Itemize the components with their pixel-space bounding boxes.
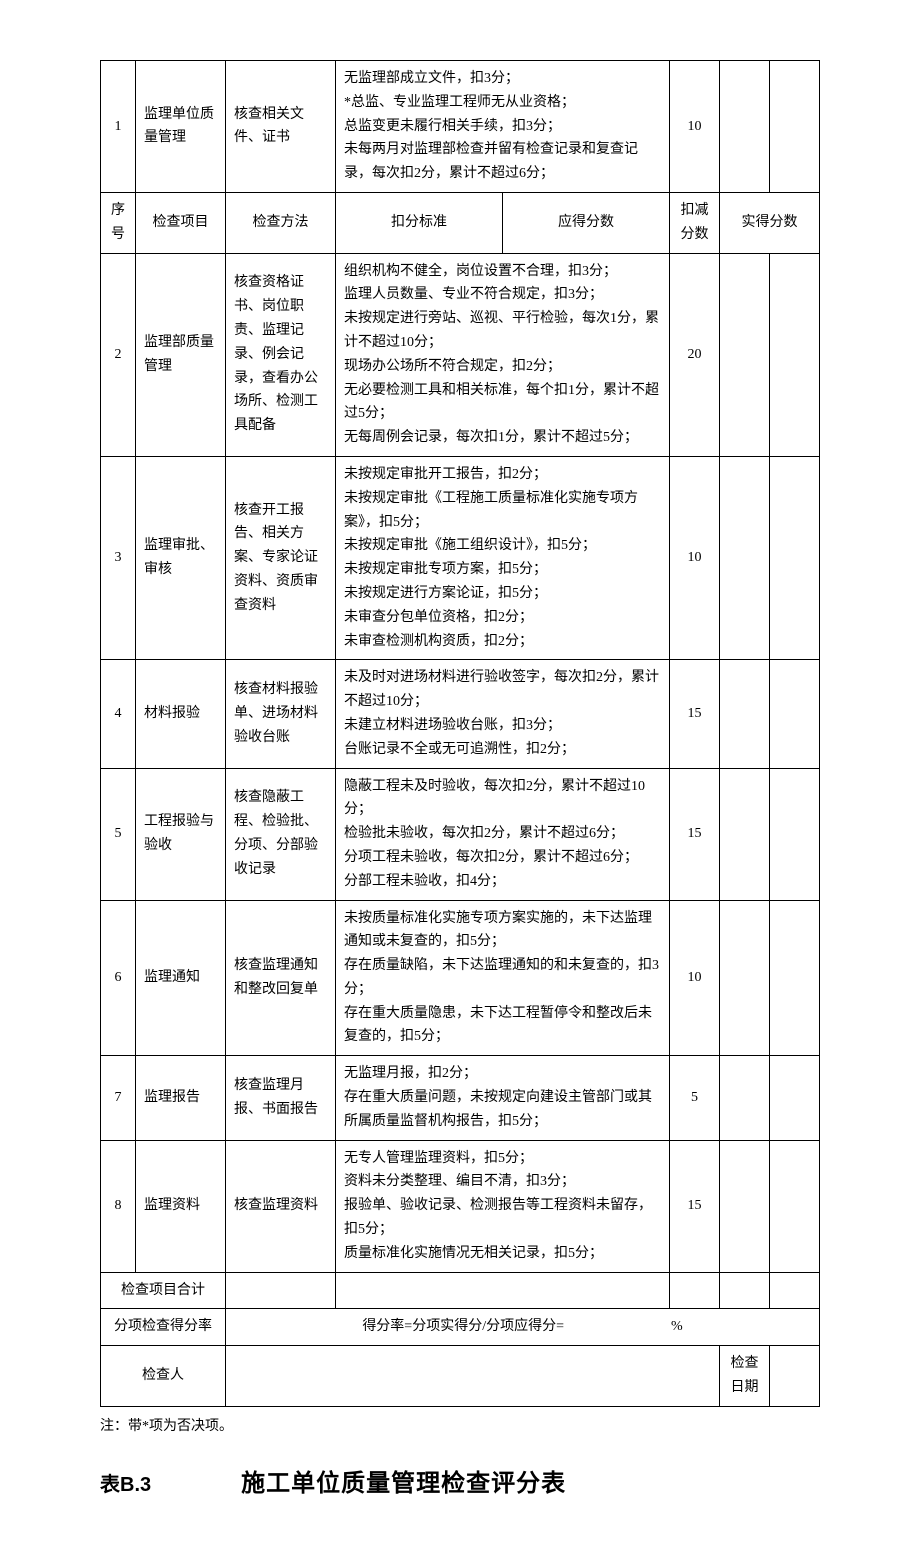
total-empty <box>336 1272 670 1309</box>
cell-score: 10 <box>670 456 720 659</box>
cell-standard: 无监理部成立文件，扣3分； *总监、专业监理工程师无从业资格； 总监变更未履行相… <box>336 61 670 193</box>
table-row: 5 工程报验与验收 核查隐蔽工程、检验批、分项、分部验收记录 隐蔽工程未及时验收… <box>101 768 820 900</box>
cell-item: 材料报验 <box>136 660 226 768</box>
next-table-title: 施工单位质量管理检查评分表 <box>241 1463 566 1498</box>
cell-seq: 1 <box>101 61 136 193</box>
cell-seq: 3 <box>101 456 136 659</box>
cell-method: 核查隐蔽工程、检验批、分项、分部验收记录 <box>226 768 336 900</box>
cell-seq: 2 <box>101 253 136 456</box>
date-label: 检查日期 <box>720 1346 770 1407</box>
cell-item: 监理单位质量管理 <box>136 61 226 193</box>
total-empty <box>226 1272 336 1309</box>
cell-item: 监理资料 <box>136 1140 226 1272</box>
cell-actual <box>770 768 820 900</box>
header-should-score: 应得分数 <box>503 192 670 253</box>
cell-actual <box>770 1140 820 1272</box>
rate-unit: % <box>671 1319 683 1334</box>
cell-seq: 8 <box>101 1140 136 1272</box>
next-table-heading: 表B.3 施工单位质量管理检查评分表 <box>100 1463 820 1498</box>
cell-actual <box>770 1056 820 1140</box>
cell-score: 15 <box>670 1140 720 1272</box>
cell-item: 监理报告 <box>136 1056 226 1140</box>
header-method: 检查方法 <box>226 192 336 253</box>
cell-method: 核查监理通知和整改回复单 <box>226 900 336 1056</box>
cell-item: 监理部质量管理 <box>136 253 226 456</box>
total-row: 检查项目合计 <box>101 1272 820 1309</box>
inspector-row: 检查人 检查日期 <box>101 1346 820 1407</box>
total-label: 检查项目合计 <box>101 1272 226 1309</box>
table-row: 7 监理报告 核查监理月报、书面报告 无监理月报，扣2分； 存在重大质量问题，未… <box>101 1056 820 1140</box>
table-row: 1 监理单位质量管理 核查相关文件、证书 无监理部成立文件，扣3分； *总监、专… <box>101 61 820 193</box>
total-empty <box>670 1272 720 1309</box>
header-item: 检查项目 <box>136 192 226 253</box>
cell-deduct <box>720 253 770 456</box>
inspector-value <box>226 1346 720 1407</box>
total-empty <box>770 1272 820 1309</box>
cell-standard: 组织机构不健全，岗位设置不合理，扣3分； 监理人员数量、专业不符合规定，扣3分；… <box>336 253 670 456</box>
cell-method: 核查材料报验单、进场材料验收台账 <box>226 660 336 768</box>
cell-seq: 7 <box>101 1056 136 1140</box>
cell-item: 工程报验与验收 <box>136 768 226 900</box>
rate-formula: 得分率=分项实得分/分项应得分= <box>362 1319 564 1334</box>
footnote: 注：带*项为否决项。 <box>100 1415 820 1435</box>
inspection-score-table: 1 监理单位质量管理 核查相关文件、证书 无监理部成立文件，扣3分； *总监、专… <box>100 60 820 1407</box>
cell-deduct <box>720 456 770 659</box>
cell-method: 核查相关文件、证书 <box>226 61 336 193</box>
header-standard: 扣分标准 <box>336 192 503 253</box>
cell-standard: 未及时对进场材料进行验收签字，每次扣2分，累计不超过10分； 未建立材料进场验收… <box>336 660 670 768</box>
next-table-number: 表B.3 <box>100 1468 151 1497</box>
cell-actual <box>770 253 820 456</box>
cell-deduct <box>720 900 770 1056</box>
cell-deduct <box>720 1140 770 1272</box>
cell-score: 15 <box>670 768 720 900</box>
cell-score: 15 <box>670 660 720 768</box>
rate-row: 分项检查得分率 得分率=分项实得分/分项应得分= % <box>101 1309 820 1346</box>
cell-standard: 隐蔽工程未及时验收，每次扣2分，累计不超过10分； 检验批未验收，每次扣2分，累… <box>336 768 670 900</box>
cell-standard: 未按质量标准化实施专项方案实施的，未下达监理通知或未复查的，扣5分； 存在质量缺… <box>336 900 670 1056</box>
cell-score: 5 <box>670 1056 720 1140</box>
cell-standard: 无监理月报，扣2分； 存在重大质量问题，未按规定向建设主管部门或其所属质量监督机… <box>336 1056 670 1140</box>
total-empty <box>720 1272 770 1309</box>
cell-deduct <box>720 660 770 768</box>
date-value <box>770 1346 820 1407</box>
cell-deduct <box>720 61 770 193</box>
table-row: 8 监理资料 核查监理资料 无专人管理监理资料，扣5分； 资料未分类整理、编目不… <box>101 1140 820 1272</box>
cell-standard: 无专人管理监理资料，扣5分； 资料未分类整理、编目不清，扣3分； 报验单、验收记… <box>336 1140 670 1272</box>
cell-method: 核查资格证书、岗位职责、监理记录、例会记录，查看办公场所、检测工具配备 <box>226 253 336 456</box>
cell-deduct <box>720 768 770 900</box>
rate-formula-cell: 得分率=分项实得分/分项应得分= % <box>226 1309 820 1346</box>
cell-method: 核查监理资料 <box>226 1140 336 1272</box>
inspector-label: 检查人 <box>101 1346 226 1407</box>
cell-method: 核查监理月报、书面报告 <box>226 1056 336 1140</box>
cell-seq: 6 <box>101 900 136 1056</box>
cell-seq: 4 <box>101 660 136 768</box>
cell-actual <box>770 61 820 193</box>
cell-item: 监理审批、审核 <box>136 456 226 659</box>
table-row: 6 监理通知 核查监理通知和整改回复单 未按质量标准化实施专项方案实施的，未下达… <box>101 900 820 1056</box>
cell-seq: 5 <box>101 768 136 900</box>
cell-standard: 未按规定审批开工报告，扣2分； 未按规定审批《工程施工质量标准化实施专项方案》，… <box>336 456 670 659</box>
cell-item: 监理通知 <box>136 900 226 1056</box>
cell-actual <box>770 456 820 659</box>
rate-label: 分项检查得分率 <box>101 1309 226 1346</box>
table-row: 3 监理审批、审核 核查开工报告、相关方案、专家论证资料、资质审查资料 未按规定… <box>101 456 820 659</box>
cell-score: 10 <box>670 900 720 1056</box>
header-seq: 序号 <box>101 192 136 253</box>
cell-deduct <box>720 1056 770 1140</box>
table-header-row: 序号 检查项目 检查方法 扣分标准 应得分数 扣减分数 实得分数 <box>101 192 820 253</box>
cell-score: 10 <box>670 61 720 193</box>
cell-method: 核查开工报告、相关方案、专家论证资料、资质审查资料 <box>226 456 336 659</box>
table-row: 4 材料报验 核查材料报验单、进场材料验收台账 未及时对进场材料进行验收签字，每… <box>101 660 820 768</box>
cell-score: 20 <box>670 253 720 456</box>
header-deduct-score: 扣减分数 <box>670 192 720 253</box>
header-actual-score: 实得分数 <box>720 192 820 253</box>
cell-actual <box>770 660 820 768</box>
cell-actual <box>770 900 820 1056</box>
table-row: 2 监理部质量管理 核查资格证书、岗位职责、监理记录、例会记录，查看办公场所、检… <box>101 253 820 456</box>
